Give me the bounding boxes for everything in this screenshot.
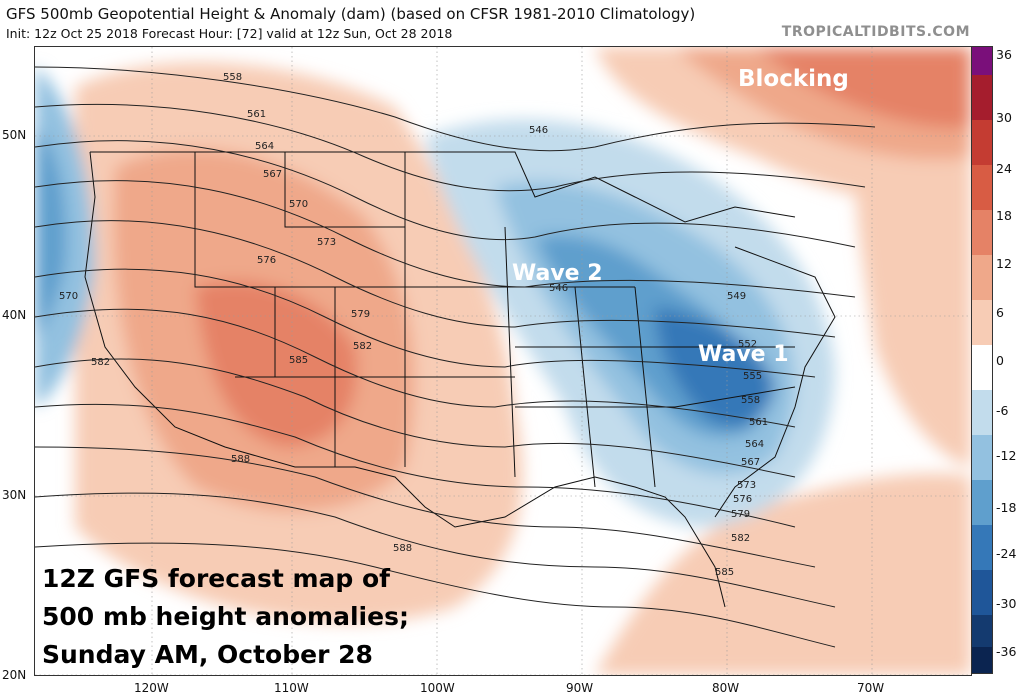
colorbar-segment bbox=[972, 47, 992, 75]
contour-label: 582 bbox=[91, 357, 110, 368]
colorbar-label: 6 bbox=[996, 305, 1004, 320]
contour-label: 576 bbox=[733, 494, 752, 505]
lon-label: 110W bbox=[274, 681, 309, 695]
caption-line: Sunday AM, October 28 bbox=[42, 640, 373, 669]
contour-label: 576 bbox=[257, 255, 276, 266]
contour-label: 558 bbox=[741, 395, 760, 406]
colorbar-segment bbox=[972, 345, 992, 390]
colorbar-label: 0 bbox=[996, 353, 1004, 368]
colorbar-label: -6 bbox=[996, 403, 1009, 418]
colorbar-label: 12 bbox=[996, 256, 1012, 271]
contour-label: 588 bbox=[393, 543, 412, 554]
contour-label: 549 bbox=[727, 291, 746, 302]
political-boundaries bbox=[84, 151, 836, 608]
anomaly-colorbar bbox=[971, 46, 993, 674]
colorbar-label: -12 bbox=[996, 448, 1017, 463]
map-title: GFS 500mb Geopotential Height & Anomaly … bbox=[6, 5, 696, 23]
contour-label: 546 bbox=[549, 283, 568, 294]
colorbar-segment bbox=[972, 255, 992, 300]
lat-label: 20N bbox=[2, 668, 27, 682]
colorbar-label: -18 bbox=[996, 500, 1017, 515]
colorbar-segment bbox=[972, 570, 992, 615]
contour-label: 585 bbox=[289, 355, 308, 366]
contour-label: 573 bbox=[317, 237, 336, 248]
contour-label: 546 bbox=[529, 125, 548, 136]
colorbar-label: 24 bbox=[996, 161, 1012, 176]
site-brand[interactable]: TROPICALTIDBITS.COM bbox=[781, 24, 970, 40]
lon-label: 80W bbox=[712, 681, 740, 695]
colorbar-label: 18 bbox=[996, 208, 1012, 223]
height-contours bbox=[35, 66, 876, 648]
blocking-label: Blocking bbox=[738, 66, 849, 92]
map-subtitle: Init: 12z Oct 25 2018 Forecast Hour: [72… bbox=[6, 26, 453, 41]
caption-line: 12Z GFS forecast map of bbox=[42, 564, 391, 593]
contour-label: 555 bbox=[743, 371, 762, 382]
contour-label: 552 bbox=[738, 339, 757, 350]
wave1-label: Wave 1 bbox=[698, 342, 789, 367]
contour-label: 561 bbox=[247, 109, 266, 120]
colorbar-label: 36 bbox=[996, 47, 1012, 62]
colorbar-label: 30 bbox=[996, 110, 1012, 125]
lon-label: 70W bbox=[857, 681, 885, 695]
wave2-label: Wave 2 bbox=[512, 261, 603, 286]
map-canvas: 558 561 564 567 570 573 576 579 582 585 … bbox=[35, 47, 971, 675]
colorbar-segment bbox=[972, 120, 992, 165]
western-ridge-core bbox=[195, 280, 357, 447]
blocking-high-core bbox=[755, 47, 971, 128]
contour-label: 582 bbox=[731, 533, 750, 544]
east-contour-labels: 546 546 549 552 555 558 561 564 567 573 … bbox=[393, 125, 768, 578]
anomaly-shading bbox=[35, 47, 971, 675]
colorbar-label: -24 bbox=[996, 546, 1017, 561]
contour-label: 567 bbox=[741, 457, 760, 468]
west-coast-trough-core bbox=[35, 127, 67, 337]
contour-label: 579 bbox=[731, 509, 750, 520]
anomaly-map: 558 561 564 567 570 573 576 579 582 585 … bbox=[34, 46, 972, 676]
contour-label: 588 bbox=[231, 454, 250, 465]
colorbar-segment bbox=[972, 647, 992, 673]
colorbar-segment bbox=[972, 210, 992, 255]
contour-label: 570 bbox=[59, 291, 78, 302]
lon-label: 90W bbox=[566, 681, 594, 695]
caption-line: 500 mb height anomalies; bbox=[42, 602, 409, 631]
contour-label: 582 bbox=[353, 341, 372, 352]
colorbar-segment bbox=[972, 390, 992, 435]
contour-label: 561 bbox=[749, 417, 768, 428]
colorbar-segment bbox=[972, 435, 992, 480]
contour-label: 564 bbox=[255, 141, 274, 152]
colorbar-segment bbox=[972, 615, 992, 647]
contour-label: 579 bbox=[351, 309, 370, 320]
contour-label: 585 bbox=[715, 567, 734, 578]
contour-label: 564 bbox=[745, 439, 764, 450]
colorbar-segment bbox=[972, 300, 992, 345]
contour-label: 573 bbox=[737, 480, 756, 491]
colorbar-segment bbox=[972, 75, 992, 120]
colorbar-segment bbox=[972, 480, 992, 525]
lat-label: 50N bbox=[2, 128, 27, 142]
lat-label: 40N bbox=[2, 308, 27, 322]
north-atlantic-positive bbox=[855, 155, 971, 467]
atlantic-positive bbox=[595, 473, 971, 675]
colorbar-label: -30 bbox=[996, 596, 1017, 611]
west-contour-labels: 558 561 564 567 570 573 576 579 582 585 … bbox=[59, 72, 372, 465]
contour-label: 567 bbox=[263, 169, 282, 180]
lon-label: 100W bbox=[420, 681, 455, 695]
contour-label: 558 bbox=[223, 72, 242, 83]
forecast-caption: 12Z GFS forecast map of 500 mb height an… bbox=[42, 560, 409, 674]
colorbar-segment bbox=[972, 165, 992, 210]
colorbar-label: -36 bbox=[996, 644, 1017, 659]
contour-label: 570 bbox=[289, 199, 308, 210]
lon-label: 120W bbox=[134, 681, 169, 695]
colorbar-segment bbox=[972, 525, 992, 570]
lat-label: 30N bbox=[2, 488, 27, 502]
